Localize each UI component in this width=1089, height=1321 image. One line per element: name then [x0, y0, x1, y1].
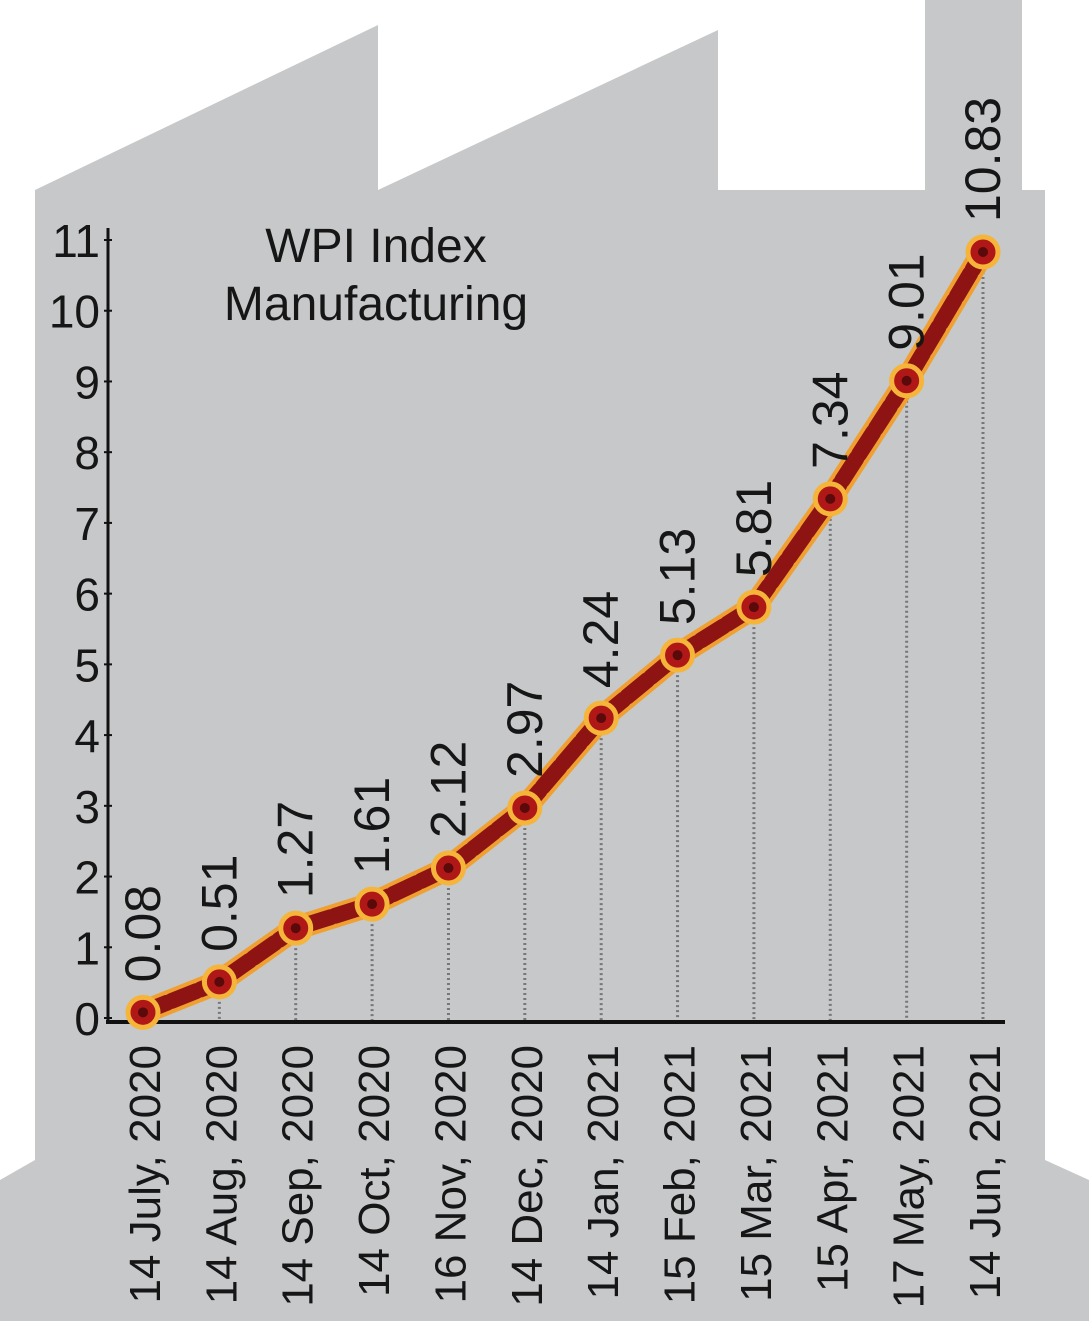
point-center	[214, 976, 225, 987]
y-tick-label: 10	[49, 286, 100, 338]
y-tick-label: 0	[74, 993, 100, 1045]
chart-title: WPI Index	[265, 220, 486, 273]
x-tick-label: 17 May, 2021	[885, 1045, 934, 1308]
y-tick-label: 3	[74, 781, 100, 833]
value-label: 10.83	[955, 97, 1011, 222]
value-label: 0.51	[191, 855, 247, 952]
x-tick-label: 14 Sep, 2020	[274, 1045, 323, 1307]
y-tick-label: 7	[74, 498, 100, 550]
point-center	[596, 713, 607, 724]
point-center	[901, 375, 912, 386]
value-label: 7.34	[802, 372, 858, 469]
y-tick-label: 6	[74, 569, 100, 621]
y-tick-label: 5	[74, 639, 100, 691]
chart-title: Manufacturing	[224, 278, 528, 331]
point-center	[978, 247, 988, 258]
x-tick-label: 15 Mar, 2021	[732, 1045, 781, 1302]
value-label: 1.27	[268, 801, 324, 898]
y-tick-label: 4	[74, 710, 100, 762]
y-tick-label: 1	[74, 922, 100, 974]
x-tick-label: 14 Aug, 2020	[197, 1045, 246, 1304]
x-tick-label: 15 Apr, 2021	[808, 1045, 857, 1292]
value-label: 0.08	[115, 885, 171, 982]
value-label: 2.97	[497, 681, 553, 778]
value-label: 5.81	[726, 480, 782, 577]
x-tick-label: 14 Jan, 2021	[579, 1045, 628, 1299]
point-center	[519, 802, 530, 813]
x-tick-label: 14 July, 2020	[121, 1045, 170, 1303]
point-center	[367, 899, 378, 910]
y-tick-label: 11	[52, 215, 100, 267]
x-tick-label: 14 Jun, 2021	[961, 1045, 1010, 1299]
value-label: 1.61	[344, 777, 400, 874]
value-label: 4.24	[573, 591, 629, 688]
value-label: 9.01	[879, 253, 935, 350]
x-tick-label: 15 Feb, 2021	[656, 1045, 705, 1304]
x-tick-label: 16 Nov, 2020	[426, 1045, 475, 1303]
point-center	[672, 650, 683, 661]
point-center	[443, 863, 454, 874]
y-tick-label: 2	[74, 852, 100, 904]
point-center	[748, 602, 759, 613]
y-tick-label: 8	[74, 427, 100, 479]
value-label: 2.12	[420, 741, 476, 838]
point-center	[290, 923, 301, 934]
x-tick-label: 14 Oct, 2020	[350, 1045, 399, 1297]
point-center	[825, 493, 836, 504]
y-tick-label: 9	[74, 356, 100, 408]
value-label: 5.13	[650, 528, 706, 625]
point-center	[138, 1007, 148, 1018]
x-tick-label: 14 Dec, 2020	[503, 1045, 552, 1307]
